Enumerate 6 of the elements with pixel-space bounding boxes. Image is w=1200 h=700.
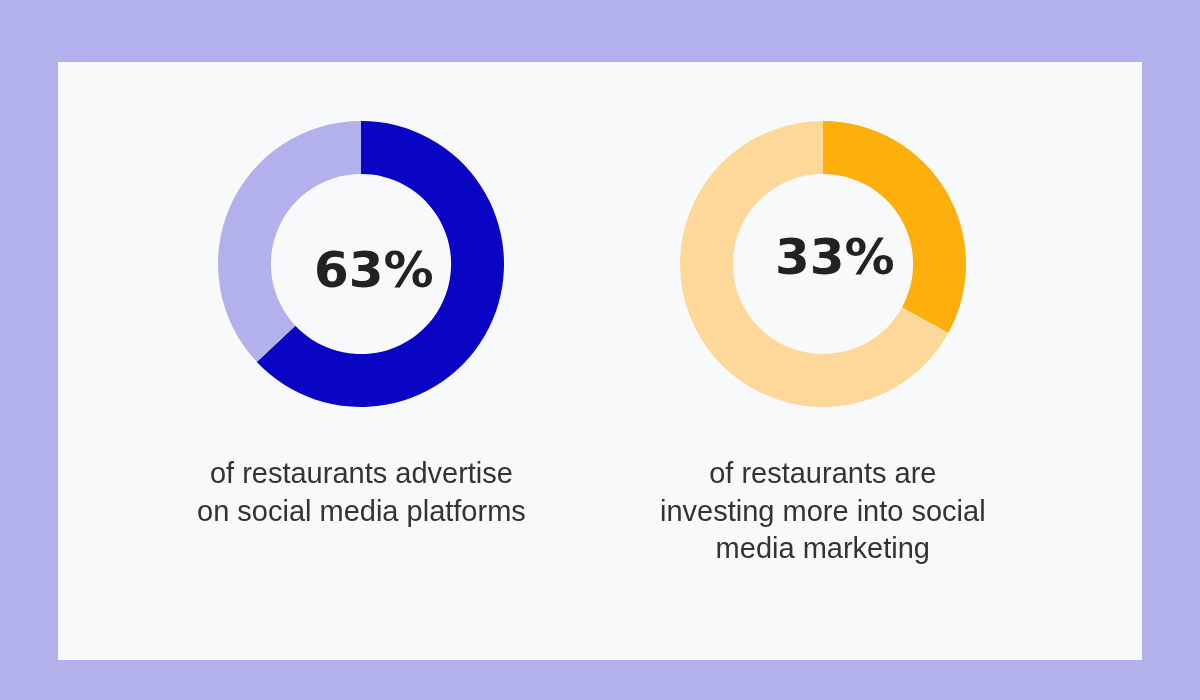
data-label: 63% (314, 241, 434, 299)
donut-slice (680, 121, 949, 407)
donut-slice (256, 121, 504, 407)
text: of restaurants advertise on social media platforms (197, 457, 526, 527)
text: of restaurants are investing more into social media marketing (660, 457, 986, 565)
data-label: 33% (775, 228, 895, 286)
